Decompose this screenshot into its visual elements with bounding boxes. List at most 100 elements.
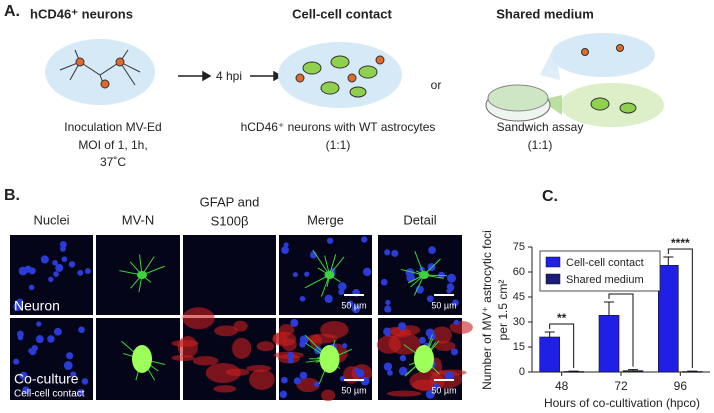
nucleus <box>61 256 68 263</box>
column-header: Nuclei <box>33 212 69 227</box>
y-tick-label: 45 <box>513 291 525 303</box>
astrocyte-signal <box>256 341 275 352</box>
nucleus <box>450 348 458 356</box>
nucleus <box>22 386 30 394</box>
nucleus <box>81 378 89 385</box>
nucleus <box>299 335 309 345</box>
nucleus <box>287 351 295 359</box>
heading: Cell-cell contact <box>292 6 392 21</box>
well <box>278 42 402 108</box>
arrow-label: 4 hpi <box>216 69 242 83</box>
nucleus <box>362 267 372 277</box>
nucleus <box>354 367 360 373</box>
astrocytes <box>302 55 378 98</box>
nucleus <box>338 282 347 291</box>
column-header: GFAP and <box>200 194 260 209</box>
significance-bracket <box>667 248 693 369</box>
column-header: Merge <box>307 212 344 227</box>
nucleus <box>66 352 74 360</box>
scale-bar-label: 50 µm <box>341 300 366 310</box>
astrocyte-signal <box>386 390 422 397</box>
nucleus <box>287 357 294 364</box>
significance-label: **** <box>671 236 690 250</box>
panel-label: C. <box>542 188 558 205</box>
astrocyte-signal <box>171 339 199 347</box>
neuron-signal <box>319 345 340 373</box>
nucleus <box>453 319 460 326</box>
nucleus <box>24 265 32 273</box>
bar <box>622 370 644 373</box>
significance-bracket <box>549 323 575 369</box>
nucleus <box>447 273 457 283</box>
caption: hCD46⁺ neurons with WT astrocytes <box>241 120 436 134</box>
astrocyte-signal <box>233 320 248 332</box>
nucleus <box>60 245 66 252</box>
caption: Inoculation MV-Ed <box>64 120 161 134</box>
error-bar <box>544 331 555 337</box>
heading: hCD46⁺ neurons <box>30 6 133 21</box>
y-tick-label: 60 <box>513 266 525 278</box>
astrocyte-signal <box>321 389 336 402</box>
nucleus <box>281 376 288 384</box>
nucleus <box>84 268 91 275</box>
well <box>560 83 664 127</box>
nucleus <box>52 259 58 266</box>
zoom <box>540 45 560 80</box>
nucleus <box>17 334 24 341</box>
nucleus <box>35 335 44 344</box>
nucleus <box>40 255 49 264</box>
row-label: Cell-cell contact <box>14 389 85 400</box>
astrocyte-signal <box>431 326 453 344</box>
neuron-signal <box>419 271 429 279</box>
nucleus <box>342 343 348 349</box>
bar <box>598 315 620 373</box>
astrocyte-signal <box>213 385 237 393</box>
astrocyte-signal <box>282 338 297 352</box>
significance-label: ** <box>557 311 567 325</box>
neuron-signal <box>132 345 152 373</box>
micrograph <box>171 307 276 400</box>
caption: 37˚C <box>100 155 126 169</box>
nucleus <box>28 284 35 291</box>
nucleus <box>299 371 308 380</box>
nucleus <box>299 295 306 302</box>
well <box>45 39 155 105</box>
y-axis-label: Number of MV⁺ astrocytic foci <box>480 230 494 390</box>
nucleus <box>425 389 435 399</box>
neuron-signal <box>414 250 425 276</box>
nucleus <box>63 361 73 370</box>
nucleus <box>13 358 20 365</box>
neuron-bodies <box>581 44 624 56</box>
astrocyte-signal <box>192 356 219 366</box>
nucleus <box>391 249 399 257</box>
nucleus <box>326 237 334 244</box>
micrograph <box>10 235 93 315</box>
nucleus <box>426 295 434 303</box>
error-bar <box>628 369 638 371</box>
bar <box>539 336 560 373</box>
nucleus <box>77 388 84 396</box>
heading: Shared medium <box>496 6 594 21</box>
legend-label: Shared medium <box>566 274 644 286</box>
micrograph <box>10 318 93 400</box>
astrocyte-signal <box>309 334 322 348</box>
nucleus <box>279 390 288 399</box>
x-tick-label: 72 <box>614 379 628 393</box>
legend-swatch <box>545 273 561 285</box>
nucleus <box>283 242 289 248</box>
nucleus <box>304 271 310 277</box>
scale-bar-label: 50 µm <box>431 385 456 395</box>
nucleus <box>77 269 84 276</box>
nucleus <box>398 366 408 376</box>
nucleus <box>452 299 459 307</box>
nucleus <box>53 327 62 336</box>
micrograph <box>183 235 276 315</box>
conjunction: or <box>431 78 442 92</box>
micrograph: 50 µm <box>272 318 373 402</box>
nucleus <box>36 321 42 327</box>
petri-dish <box>485 84 551 122</box>
bar <box>658 265 679 373</box>
neuron-signal <box>324 271 335 279</box>
nucleus <box>48 276 54 283</box>
